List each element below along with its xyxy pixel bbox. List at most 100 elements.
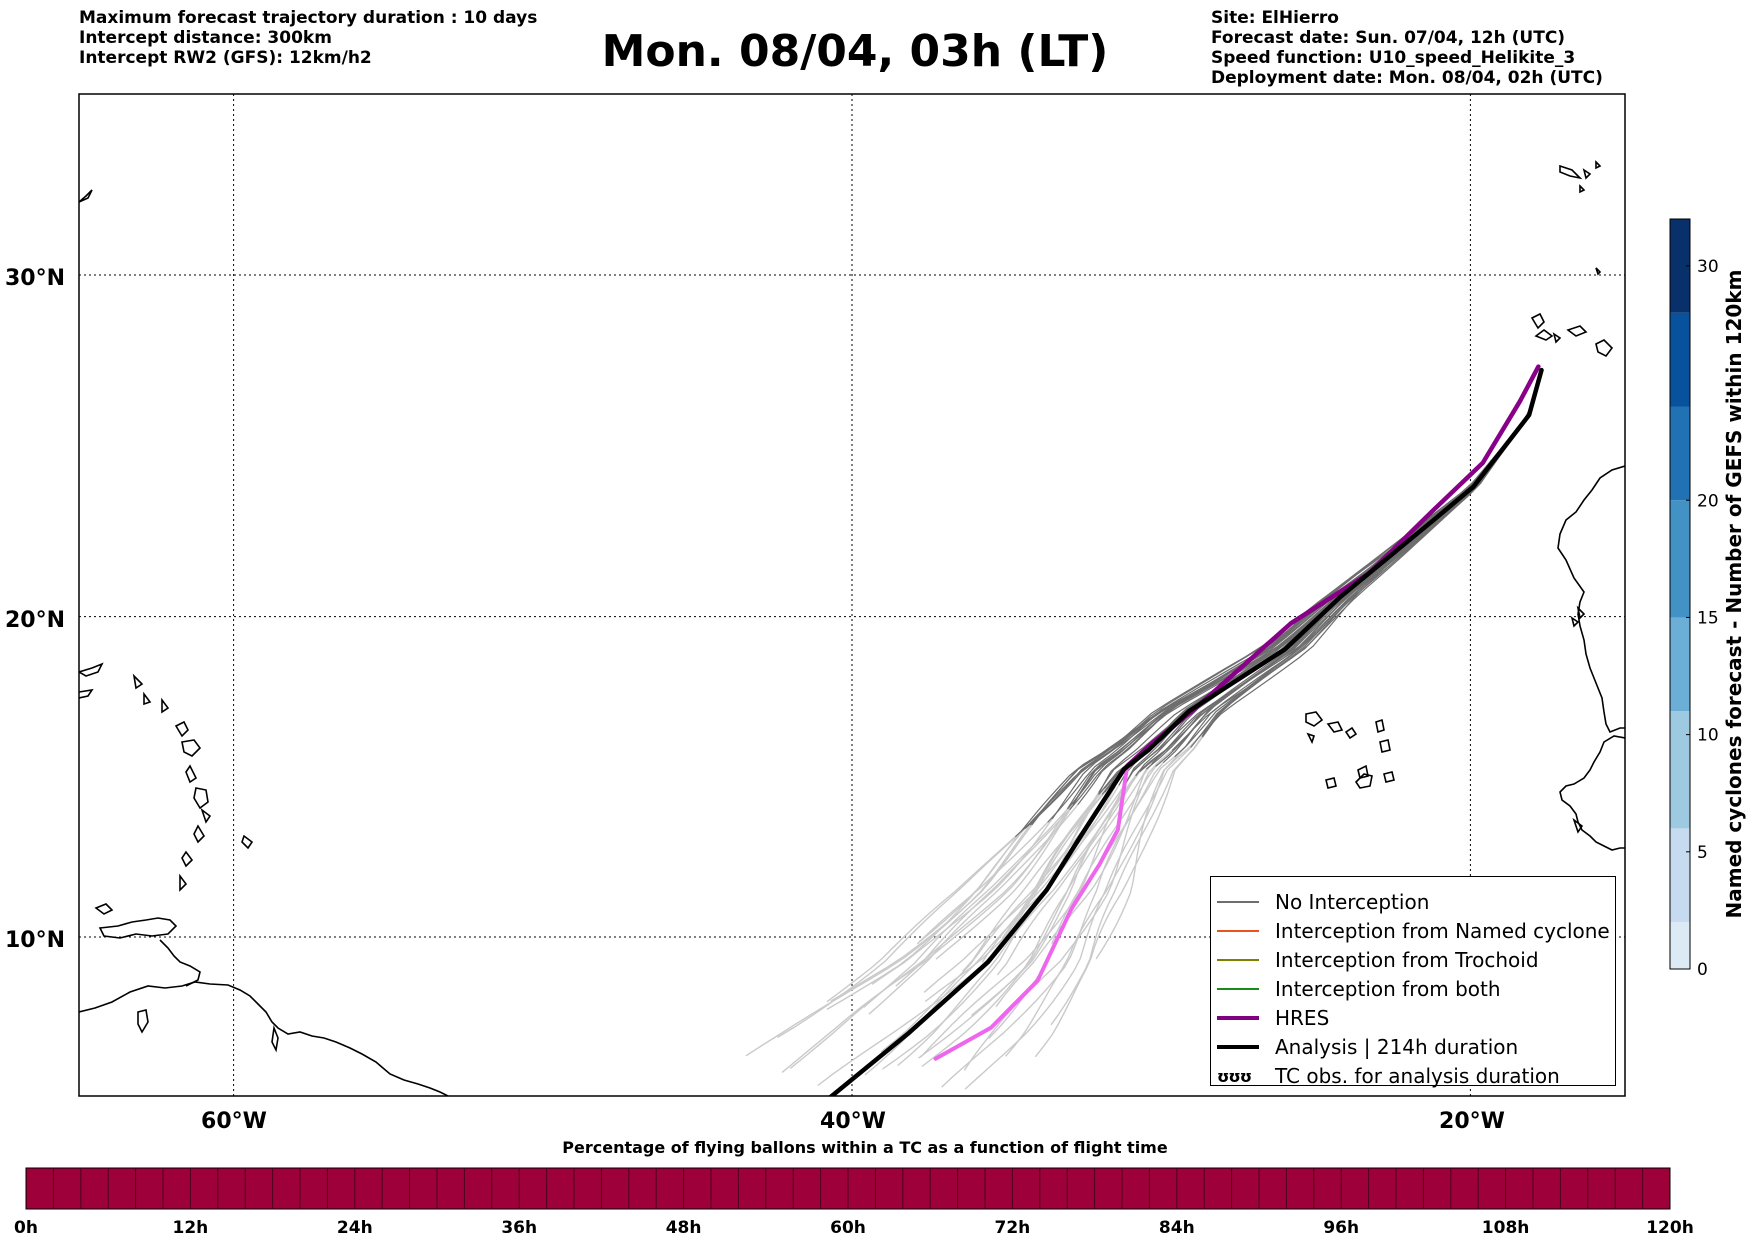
ensemble-track-light bbox=[1095, 736, 1200, 960]
ensemble-track-light bbox=[920, 770, 1134, 1058]
ensemble-track-light bbox=[923, 793, 1100, 993]
flight-time-colorbar-ticks bbox=[52, 1168, 1644, 1209]
legend-item-analysis: Analysis | 214h duration bbox=[1211, 1034, 1518, 1060]
ensemble-track-light bbox=[781, 808, 1069, 1073]
legend-label: Interception from both bbox=[1275, 977, 1501, 1001]
legend-label: HRES bbox=[1275, 1006, 1330, 1030]
ensemble-track-dark bbox=[1067, 380, 1540, 810]
cyclone-colorbar-tick-label: 0 bbox=[1697, 960, 1708, 980]
ensemble-track-dark bbox=[1051, 379, 1540, 820]
legend-item-both: Interception from both bbox=[1211, 976, 1501, 1002]
flight-time-tick-label: 24h bbox=[337, 1218, 373, 1238]
legend-label: Interception from Trochoid bbox=[1275, 948, 1539, 972]
lon-label-40w: 40°W bbox=[820, 1109, 886, 1134]
cyclone-colorbar-tick-label: 10 bbox=[1697, 726, 1719, 746]
ensemble-track-dark bbox=[1198, 375, 1541, 738]
flight-time-tick-label: 84h bbox=[1159, 1218, 1195, 1238]
legend-item-no-interception: No Interception bbox=[1211, 889, 1429, 915]
flight-time-colorbar-labels: 0h 12h 24h 36h 48h 60h 72h 84h 96h 108h 120h bbox=[14, 1218, 1694, 1238]
cyclone-colorbar-label: Named cyclones forecast - Number of GEFS… bbox=[1722, 270, 1746, 919]
tc-obs-symbol: ʊʊʊ bbox=[1217, 1066, 1252, 1086]
header-left-info: Maximum forecast trajectory duration : 1… bbox=[79, 8, 537, 68]
legend-label: TC obs. for analysis duration bbox=[1275, 1064, 1560, 1088]
header-right-line: Forecast date: Sun. 07/04, 12h (UTC) bbox=[1211, 28, 1566, 48]
ensemble-track-dark bbox=[1184, 374, 1541, 748]
legend-label: No Interception bbox=[1275, 890, 1430, 914]
ensemble-track-dark bbox=[1030, 382, 1539, 823]
cyclone-colorbar-band bbox=[1670, 312, 1690, 407]
ensemble-track-light bbox=[961, 794, 1103, 972]
cyclone-colorbar-band bbox=[1670, 711, 1690, 829]
ensemble-track-light bbox=[882, 782, 1127, 1070]
ensemble-track-light bbox=[918, 771, 1141, 1059]
cyclone-colorbar-band bbox=[1670, 406, 1690, 501]
flight-time-tick-label: 120h bbox=[1646, 1218, 1694, 1238]
coastlines bbox=[79, 160, 1625, 1096]
legend-item-hres: HRES bbox=[1211, 1005, 1329, 1031]
ensemble-track-light bbox=[826, 836, 1016, 1003]
ensemble-track-light bbox=[880, 787, 1114, 1053]
ensemble-track-light bbox=[895, 809, 1071, 987]
ensemble-track-light bbox=[777, 827, 1026, 1038]
ensemble-track-light bbox=[871, 818, 1053, 985]
ensemble-track-dark bbox=[1174, 384, 1539, 758]
flight-time-tick-label: 96h bbox=[1323, 1218, 1359, 1238]
ensemble-track-light bbox=[1005, 746, 1186, 1057]
flight-time-tick-label: 108h bbox=[1482, 1218, 1530, 1238]
header-right-info: Site: ElHierro Forecast date: Sun. 07/04,… bbox=[1211, 8, 1603, 88]
lon-labels: 60°W 40°W 20°W bbox=[201, 1109, 1505, 1134]
lat-label-30n: 30°N bbox=[5, 266, 65, 291]
lon-label-60w: 60°W bbox=[201, 1109, 267, 1134]
ensemble-track-light bbox=[1050, 736, 1204, 1026]
ensemble-track-light bbox=[981, 784, 1120, 963]
cyclone-colorbar-band bbox=[1670, 500, 1690, 618]
cyclone-colorbar-tick-label: 15 bbox=[1697, 608, 1719, 628]
flight-time-colorbar-title: Percentage of flying ballons within a TC… bbox=[562, 1138, 1168, 1157]
ensemble-track-light bbox=[1001, 794, 1100, 939]
ensemble-track-dark bbox=[1066, 380, 1540, 810]
hres-track bbox=[1124, 364, 1541, 769]
ensemble-track-dark bbox=[1098, 373, 1542, 793]
cyclone-colorbar-band bbox=[1670, 828, 1690, 923]
ensemble-track-light bbox=[963, 749, 1173, 1071]
header-right-line: Speed function: U10_speed_Helikite_3 bbox=[1211, 48, 1576, 68]
cyclone-colorbar-tick-label: 30 bbox=[1697, 257, 1719, 277]
header-right-line: Deployment date: Mon. 08/04, 02h (UTC) bbox=[1211, 68, 1603, 88]
map-legend: No Interception Interception from Named … bbox=[1210, 876, 1616, 1089]
ensemble-track-light bbox=[964, 747, 1192, 1090]
legend-label: Analysis | 214h duration bbox=[1275, 1035, 1519, 1059]
ensemble-track-light bbox=[935, 804, 1074, 960]
page-title: Mon. 08/04, 03h (LT) bbox=[601, 26, 1109, 77]
ensemble-track-light bbox=[1034, 736, 1203, 1058]
hres-track-early bbox=[933, 763, 1130, 1061]
ensemble-track-dark bbox=[1162, 378, 1540, 764]
legend-item-tc-obs: ʊʊʊ TC obs. for analysis duration bbox=[1211, 1063, 1560, 1089]
ensemble-track-light bbox=[918, 830, 1022, 943]
ensemble-track-light bbox=[995, 763, 1153, 1008]
flight-time-tick-label: 36h bbox=[501, 1218, 537, 1238]
legend-item-trochoid: Interception from Trochoid bbox=[1211, 947, 1539, 973]
flight-time-tick-label: 0h bbox=[14, 1218, 38, 1238]
flight-time-tick-label: 60h bbox=[830, 1218, 866, 1238]
cyclone-colorbar-band bbox=[1670, 219, 1690, 313]
cyclone-count-colorbar bbox=[1670, 219, 1690, 969]
ensemble-track-light bbox=[916, 821, 1049, 945]
ensemble-track-light bbox=[1051, 765, 1157, 945]
ensemble-track-light bbox=[745, 824, 1031, 1057]
ensemble-track-dark bbox=[1127, 384, 1538, 780]
legend-label: Interception from Named cyclone bbox=[1275, 919, 1610, 943]
lat-label-20n: 20°N bbox=[5, 608, 65, 633]
lat-labels: 30°N 20°N 10°N bbox=[5, 266, 65, 953]
ensemble-track-light bbox=[863, 808, 1069, 1008]
header-left-line: Maximum forecast trajectory duration : 1… bbox=[79, 8, 538, 28]
cyclone-colorbar-tick-label: 5 bbox=[1697, 843, 1708, 863]
cyclone-colorbar-band bbox=[1670, 617, 1690, 712]
cyclone-colorbar-frame bbox=[1669, 218, 1691, 970]
lat-label-10n: 10°N bbox=[5, 928, 65, 953]
ensemble-track-light bbox=[826, 821, 1032, 1011]
ensemble-track-dark bbox=[1155, 382, 1539, 767]
ensemble-track-dark bbox=[1047, 382, 1539, 823]
flight-time-tick-label: 48h bbox=[666, 1218, 702, 1238]
header-left-line: Intercept distance: 300km bbox=[79, 28, 332, 48]
header-left-line: Intercept RW2 (GFS): 12km/h2 bbox=[79, 48, 372, 68]
